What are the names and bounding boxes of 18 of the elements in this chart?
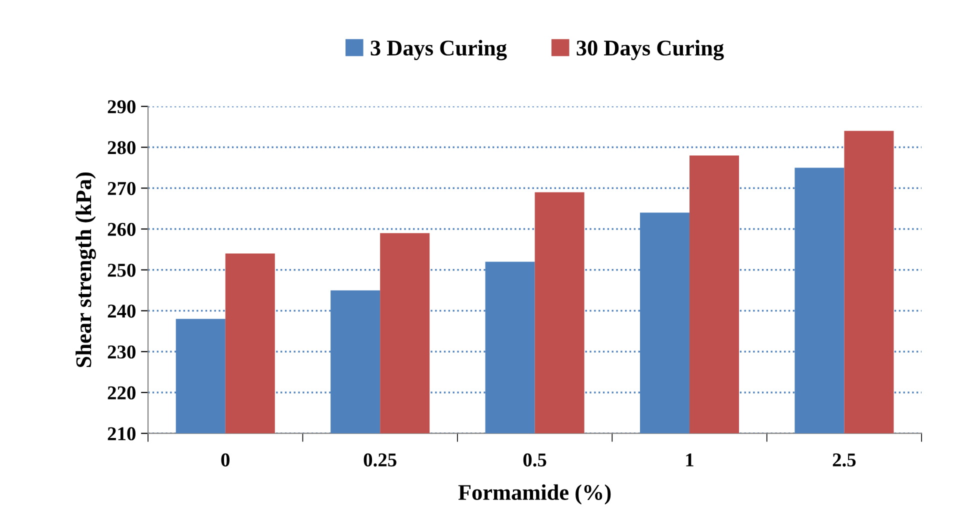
legend-label: 30 Days Curing <box>576 40 724 60</box>
x-tick-label: 2.5 <box>832 453 856 467</box>
y-tick-label: 250 <box>108 264 136 277</box>
y-tick-label: 220 <box>108 386 136 400</box>
y-axis-title: Shear strength (kPa) <box>76 172 96 368</box>
y-tick-label: 210 <box>108 427 136 440</box>
x-axis-title: Formamide (%) <box>458 484 611 504</box>
x-tick-label: 0 <box>221 453 230 466</box>
y-tick-label: 280 <box>108 141 136 154</box>
x-tick-label: 1 <box>686 453 694 466</box>
y-tick-label: 270 <box>108 182 136 196</box>
y-tick-label: 240 <box>108 304 136 318</box>
x-tick-label: 0.25 <box>364 453 396 467</box>
y-tick-label: 230 <box>108 345 136 359</box>
y-tick-label: 260 <box>108 222 136 236</box>
y-tick-label: 290 <box>108 100 136 114</box>
legend-label: 3 Days Curing <box>370 40 507 60</box>
x-tick-label: 0.5 <box>523 453 546 467</box>
